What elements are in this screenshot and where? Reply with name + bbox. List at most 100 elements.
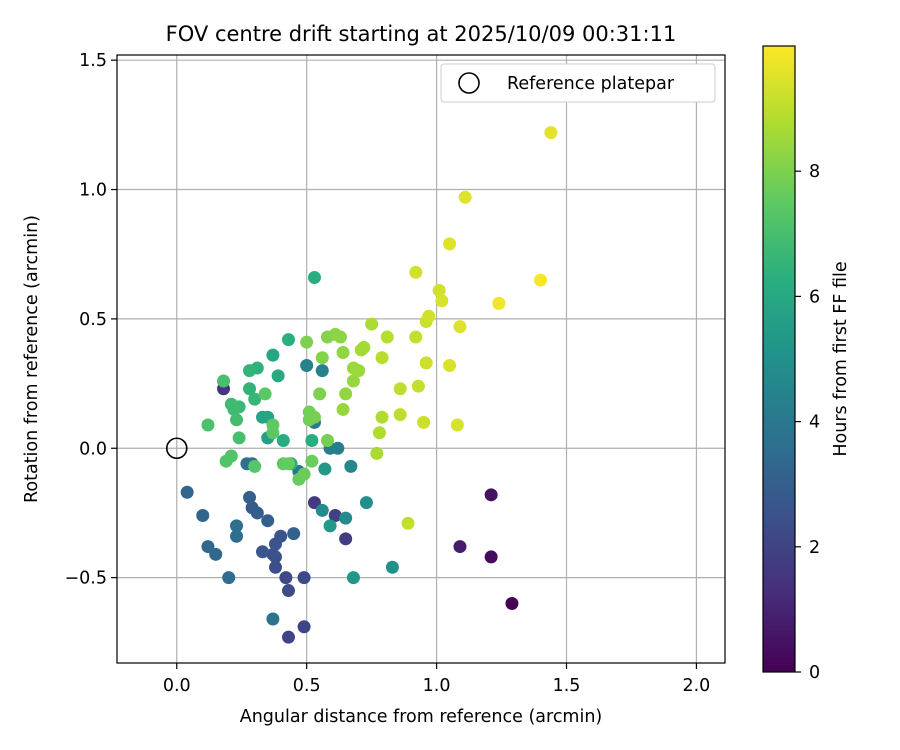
data-point: [409, 265, 423, 279]
data-point: [411, 379, 425, 393]
data-point: [248, 459, 262, 473]
data-point: [359, 496, 373, 510]
data-point: [484, 550, 498, 564]
y-axis-ticks: −0.5 0.0 0.5 1.0 1.5: [65, 51, 117, 589]
y-tick-label: 1.5: [79, 51, 107, 71]
data-point: [227, 402, 241, 416]
data-point: [305, 433, 319, 447]
data-point: [281, 333, 295, 347]
x-tick-label: 0.5: [293, 676, 321, 696]
data-point: [315, 503, 329, 517]
data-point: [266, 348, 280, 362]
data-point: [328, 509, 342, 523]
data-point: [230, 529, 244, 543]
data-point: [243, 364, 257, 378]
data-point: [422, 309, 436, 323]
grid: [117, 55, 725, 663]
reference-marker: [165, 437, 188, 460]
data-point: [339, 387, 353, 401]
y-tick-label: 1.0: [79, 181, 107, 201]
data-point: [279, 571, 293, 585]
legend: Reference platepar: [440, 63, 716, 103]
colorbar-gradient: [762, 45, 796, 673]
data-point: [217, 374, 231, 388]
data-point: [230, 519, 244, 533]
data-point: [276, 433, 290, 447]
x-axis-label: Angular distance from reference (arcmin): [240, 707, 603, 727]
data-point: [339, 511, 353, 525]
colorbar: 0 2 4 6 8 Hours from first FF file: [762, 45, 851, 683]
legend-box: [440, 63, 716, 103]
data-point: [300, 358, 314, 372]
data-point: [243, 382, 257, 396]
data-point: [297, 467, 311, 481]
y-tick-label: 0.5: [79, 310, 107, 330]
data-point: [300, 335, 314, 349]
data-point: [313, 387, 327, 401]
data-point: [209, 547, 223, 561]
data-point: [385, 560, 399, 574]
data-point: [401, 516, 415, 530]
data-point: [336, 346, 350, 360]
data-point: [453, 540, 467, 554]
data-point: [450, 418, 464, 432]
data-point: [375, 410, 389, 424]
data-point: [435, 294, 449, 308]
data-point: [266, 418, 280, 432]
data-point: [243, 490, 257, 504]
legend-entry-label: Reference platepar: [507, 74, 675, 94]
data-point: [336, 402, 350, 416]
data-point: [266, 612, 280, 626]
data-point: [534, 273, 548, 287]
data-point: [417, 415, 431, 429]
colorbar-tick-label: 0: [809, 663, 820, 683]
data-point: [453, 320, 467, 334]
data-point: [331, 441, 345, 455]
data-point: [443, 237, 457, 251]
x-axis-ticks: 0.0 0.5 1.0 1.5 2.0: [163, 663, 710, 696]
data-point: [344, 459, 358, 473]
data-point: [281, 457, 295, 471]
data-point: [268, 560, 282, 574]
data-point: [318, 462, 332, 476]
data-point: [333, 330, 347, 344]
data-point: [256, 410, 270, 424]
data-point: [544, 126, 558, 140]
data-point: [281, 630, 295, 644]
data-point: [250, 506, 264, 520]
y-tick-label: −0.5: [65, 569, 108, 589]
data-points: [180, 126, 558, 644]
data-point: [380, 330, 394, 344]
data-point: [393, 408, 407, 422]
data-point: [271, 369, 285, 383]
data-point: [230, 413, 244, 427]
data-point: [365, 317, 379, 331]
colorbar-ticks: 0 2 4 6 8: [795, 162, 820, 683]
y-tick-label: 0.0: [79, 439, 107, 459]
x-tick-label: 1.5: [553, 676, 581, 696]
colorbar-label: Hours from first FF file: [831, 261, 851, 456]
data-point: [307, 271, 321, 285]
data-point: [315, 351, 329, 365]
data-point: [339, 532, 353, 546]
x-tick-label: 0.0: [163, 676, 191, 696]
data-point: [492, 296, 506, 310]
data-point: [196, 509, 210, 523]
colorbar-tick-label: 4: [809, 413, 820, 433]
legend-marker: [458, 72, 480, 94]
data-point: [248, 392, 262, 406]
data-point: [432, 283, 446, 297]
data-point: [224, 449, 238, 463]
data-point: [180, 485, 194, 499]
data-point: [505, 596, 519, 610]
data-point: [484, 488, 498, 502]
data-point: [232, 431, 246, 445]
plot-frame: [116, 54, 726, 664]
data-point: [375, 351, 389, 365]
data-point: [315, 364, 329, 378]
data-point: [201, 418, 215, 432]
x-tick-label: 2.0: [682, 676, 710, 696]
data-point: [372, 426, 386, 440]
data-point: [258, 387, 272, 401]
colorbar-tick-label: 6: [809, 287, 820, 307]
